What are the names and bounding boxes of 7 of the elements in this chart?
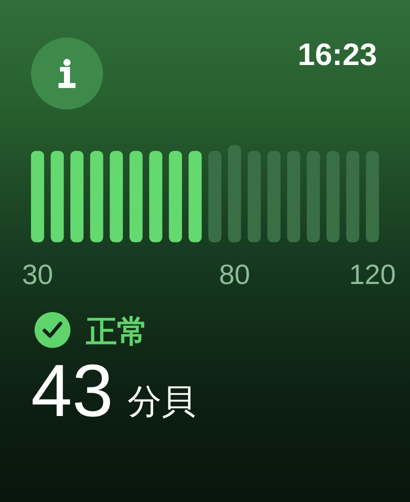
annotation: 正常 [86, 314, 148, 349]
annotation: 分貝 [127, 383, 196, 421]
annotation: 43 [31, 349, 114, 432]
x-tick-label: 80 [218, 259, 250, 290]
x-tick-label: 120 [349, 259, 396, 290]
annotation: 16:23 [298, 37, 377, 72]
x-tick-label: 30 [22, 259, 54, 290]
